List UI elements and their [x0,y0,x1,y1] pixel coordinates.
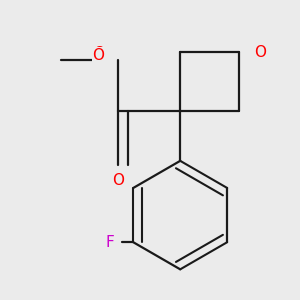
Text: O: O [112,173,124,188]
Text: F: F [106,235,115,250]
Text: O: O [92,48,104,63]
Text: O: O [255,45,266,60]
Text: F: F [106,235,115,250]
Text: O: O [255,45,267,60]
Text: O: O [112,173,124,188]
Text: O: O [93,46,104,62]
